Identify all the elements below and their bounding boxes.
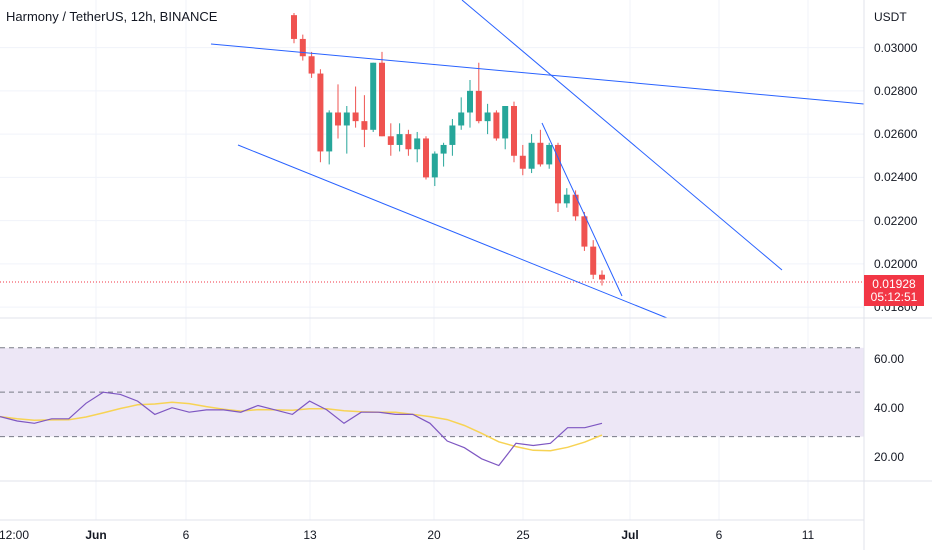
candle-body: [440, 144, 447, 154]
price-unit: USDT: [874, 10, 907, 24]
time-tick: 13: [303, 528, 317, 542]
candle-body: [572, 194, 579, 217]
time-tick: 20: [427, 528, 441, 542]
time-tick: 6: [182, 528, 190, 542]
price-tick: 0.03000: [874, 40, 918, 55]
candle-body: [343, 112, 350, 126]
outer-resistance-trendline[interactable]: [461, 0, 783, 271]
candle-body: [484, 112, 491, 122]
candle-body: [563, 194, 570, 204]
symbol-title: Harmony / TetherUS, 12h, BINANCE: [6, 9, 218, 24]
time-tick: 12:00: [0, 528, 30, 542]
lower-wedge-trendline[interactable]: [237, 144, 668, 319]
candle-body: [519, 155, 526, 169]
time-tick: Jul: [621, 528, 639, 542]
candle-body: [317, 73, 324, 152]
candle-body: [423, 138, 429, 178]
candle-body: [555, 144, 561, 204]
candle-body: [458, 112, 465, 126]
candle-body: [449, 125, 456, 145]
time-tick: 11: [801, 528, 815, 542]
trendlines[interactable]: [210, 0, 865, 319]
candle-body: [431, 153, 438, 178]
candle-body: [546, 144, 553, 165]
current-price-badge: 0.01928: [864, 275, 924, 291]
candle-body: [361, 121, 368, 130]
candle-body: [467, 90, 473, 113]
short-term-resistance-trendline[interactable]: [541, 122, 623, 297]
candle-body: [387, 136, 394, 145]
candle-body: [493, 112, 500, 139]
candle-body: [537, 142, 544, 165]
rsi-ma-line: [0, 401, 603, 452]
candle-countdown: 05:12:51: [864, 290, 924, 306]
candle-body: [379, 62, 385, 137]
candle-body: [326, 112, 333, 152]
rsi-tick: 20.00: [874, 450, 905, 464]
candlestick-series: [291, 12, 605, 286]
price-tick: 0.02000: [874, 256, 918, 271]
grid: [0, 0, 864, 520]
time-tick: 25: [516, 528, 530, 542]
candle-body: [590, 246, 597, 275]
candle-body: [581, 216, 588, 247]
price-tick: 0.02200: [874, 213, 918, 228]
time-tick: Jun: [85, 528, 107, 542]
candle-body: [475, 90, 482, 122]
candle-body: [599, 274, 605, 280]
price-tick: 0.02600: [874, 127, 918, 142]
rsi-band-lines: [0, 347, 864, 438]
price-tick: 0.02400: [874, 170, 918, 185]
rsi-tick: 40.00: [874, 401, 905, 415]
candle-body: [502, 106, 509, 139]
candle-body: [405, 134, 412, 150]
candle-body: [396, 134, 403, 145]
candle-body: [352, 112, 359, 122]
candle-body: [370, 62, 377, 130]
candle-body: [511, 106, 517, 156]
rsi-tick: 60.00: [874, 352, 905, 366]
candle-body: [335, 112, 341, 126]
rsi-line: [0, 391, 603, 467]
upper-wedge-trendline[interactable]: [210, 43, 865, 105]
candle-body: [414, 138, 421, 150]
candle-body: [299, 38, 306, 57]
candle-body: [291, 15, 297, 39]
time-tick: 6: [715, 528, 723, 542]
candle-body: [528, 142, 535, 169]
candle-body: [308, 56, 315, 74]
price-tick: 0.02800: [874, 83, 918, 98]
